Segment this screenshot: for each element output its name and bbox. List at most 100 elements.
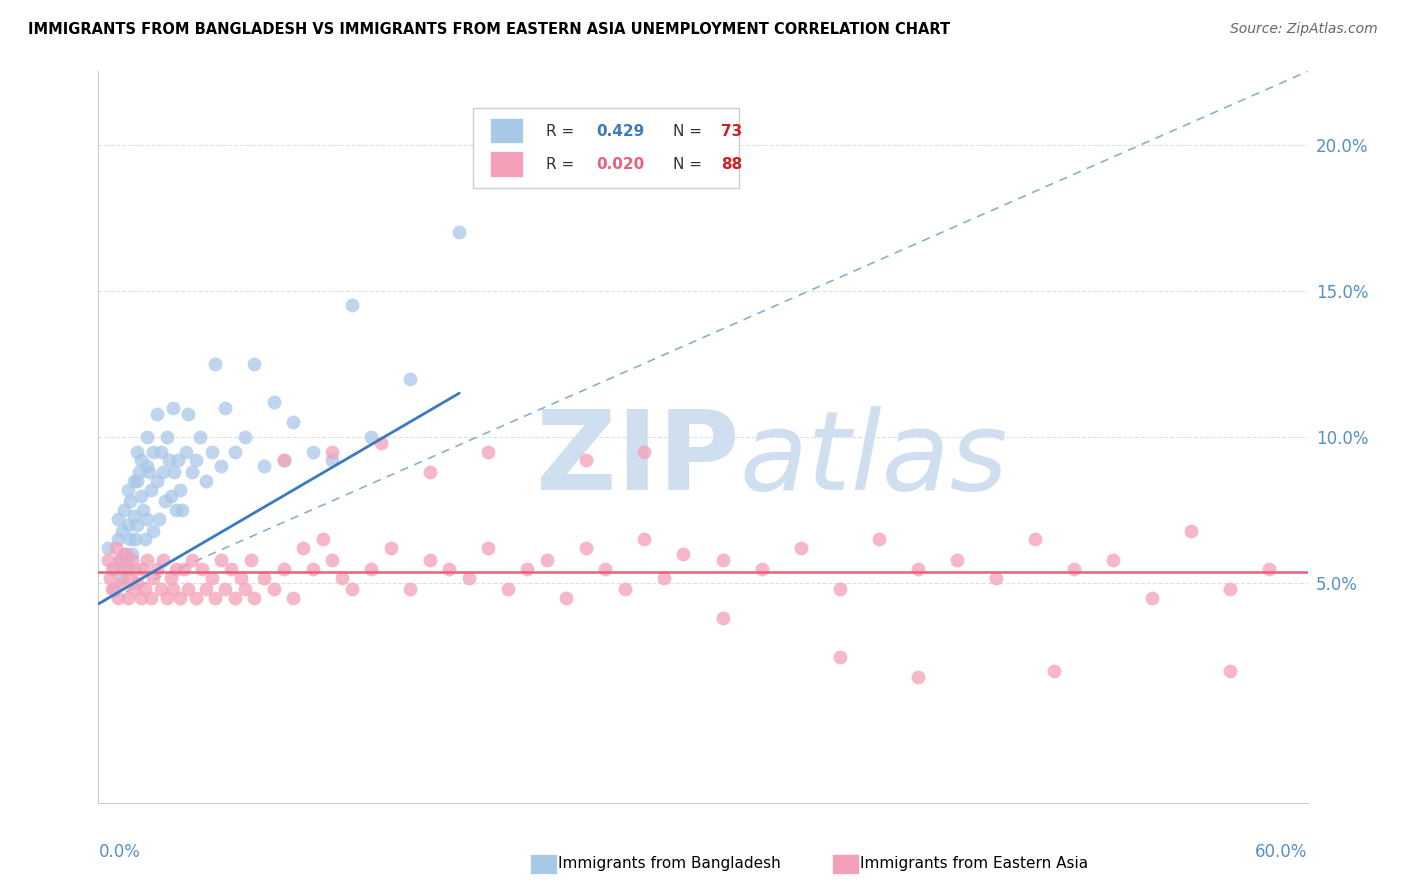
Point (122, 582, 145, 597)
Point (555, 591, 578, 605)
Point (117, 562, 139, 576)
Point (117, 591, 139, 605)
Point (516, 562, 538, 576)
Point (370, 436, 392, 450)
Point (167, 453, 190, 467)
Point (177, 407, 200, 421)
Point (174, 444, 197, 458)
Point (1257, 562, 1279, 576)
Point (134, 582, 156, 597)
Point (112, 503, 135, 517)
Point (146, 562, 169, 576)
Point (224, 444, 246, 458)
Point (239, 553, 262, 567)
Point (181, 553, 204, 567)
Point (263, 395, 285, 409)
Point (148, 512, 170, 526)
Point (173, 562, 195, 576)
Point (633, 444, 655, 458)
Point (165, 503, 187, 517)
Point (132, 503, 155, 517)
Point (121, 553, 143, 567)
Point (108, 553, 131, 567)
Point (97, 541, 120, 556)
Point (399, 582, 422, 597)
Point (146, 407, 169, 421)
Point (153, 494, 176, 508)
Point (253, 570, 276, 584)
Point (156, 591, 179, 605)
Point (419, 553, 441, 567)
Point (243, 591, 266, 605)
Point (124, 562, 146, 576)
Point (233, 430, 256, 444)
Point (496, 582, 519, 597)
Point (127, 576, 149, 591)
Point (127, 474, 149, 488)
Point (340, 298, 363, 312)
Point (103, 562, 125, 576)
Point (273, 562, 295, 576)
Point (163, 465, 186, 479)
Point (103, 582, 125, 597)
Point (204, 357, 226, 371)
Point (1101, 553, 1123, 567)
Point (907, 562, 929, 576)
Point (575, 453, 598, 467)
Point (614, 582, 637, 597)
Point (169, 483, 191, 497)
Text: 0.429: 0.429 (596, 124, 645, 139)
Text: Source: ZipAtlas.com: Source: ZipAtlas.com (1230, 22, 1378, 37)
Point (1024, 533, 1046, 547)
Point (273, 453, 295, 467)
Point (127, 517, 149, 532)
Point (157, 453, 180, 467)
Point (321, 553, 343, 567)
Point (273, 453, 295, 467)
Point (340, 582, 363, 597)
Point (224, 591, 246, 605)
Point (263, 582, 285, 597)
Point (184, 591, 207, 605)
Point (159, 489, 181, 503)
Text: 0.020: 0.020 (596, 157, 645, 172)
Point (209, 553, 232, 567)
Point (169, 591, 191, 605)
Point (868, 533, 890, 547)
Point (984, 570, 1007, 584)
Point (107, 512, 129, 526)
Point (321, 444, 343, 458)
Point (131, 453, 153, 467)
Point (112, 547, 135, 561)
Point (194, 582, 217, 597)
Point (107, 591, 129, 605)
Point (711, 611, 734, 625)
Point (134, 533, 156, 547)
Text: Immigrants from Bangladesh: Immigrants from Bangladesh (558, 856, 780, 871)
Point (449, 225, 471, 239)
Point (188, 430, 211, 444)
Point (172, 503, 194, 517)
Point (149, 582, 172, 597)
FancyBboxPatch shape (474, 108, 740, 188)
Point (321, 453, 343, 467)
Point (118, 570, 141, 584)
Point (165, 562, 187, 576)
Point (672, 547, 695, 561)
Point (477, 444, 499, 458)
Point (330, 570, 353, 584)
Text: Immigrants from Eastern Asia: Immigrants from Eastern Asia (860, 856, 1088, 871)
Point (360, 430, 382, 444)
Text: N =: N = (672, 124, 707, 139)
Point (751, 562, 773, 576)
Point (146, 474, 169, 488)
Point (945, 553, 967, 567)
Point (132, 562, 155, 576)
Point (536, 553, 558, 567)
Point (136, 430, 159, 444)
Point (149, 444, 172, 458)
Point (101, 562, 124, 576)
Point (108, 553, 131, 567)
Point (1219, 664, 1241, 678)
Point (711, 553, 734, 567)
